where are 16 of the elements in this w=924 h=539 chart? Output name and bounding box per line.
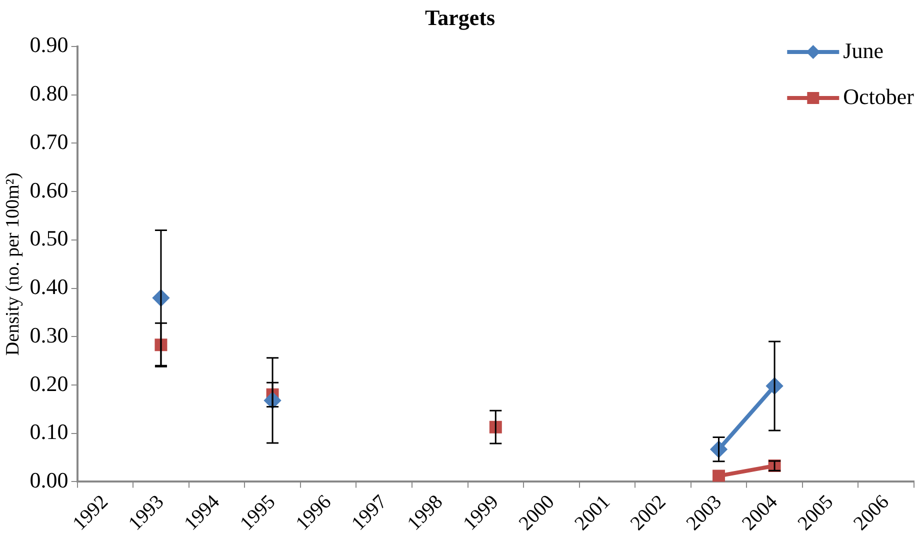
y-tick-label: 0.60 xyxy=(30,177,68,202)
y-tick-label: 0.70 xyxy=(30,128,68,154)
legend-label: October xyxy=(843,84,915,109)
y-tick-label: 0.30 xyxy=(30,322,68,348)
y-tick-label: 0.20 xyxy=(30,370,68,396)
y-tick-label: 0.80 xyxy=(30,80,68,106)
y-tick-label: 0.00 xyxy=(30,468,68,493)
x-tick-label: 2001 xyxy=(570,490,614,535)
y-tick-label: 0.10 xyxy=(30,419,68,444)
legend-label: June xyxy=(843,38,884,63)
y-axis-title: Density (no. per 100m²) xyxy=(2,172,24,356)
y-tick-label: 0.90 xyxy=(30,32,68,58)
y-tick-label: 0.50 xyxy=(30,226,68,251)
chart-title: Targets xyxy=(424,4,496,30)
x-tick-label: 1999 xyxy=(459,490,503,535)
y-tick-label: 0.40 xyxy=(30,274,68,300)
